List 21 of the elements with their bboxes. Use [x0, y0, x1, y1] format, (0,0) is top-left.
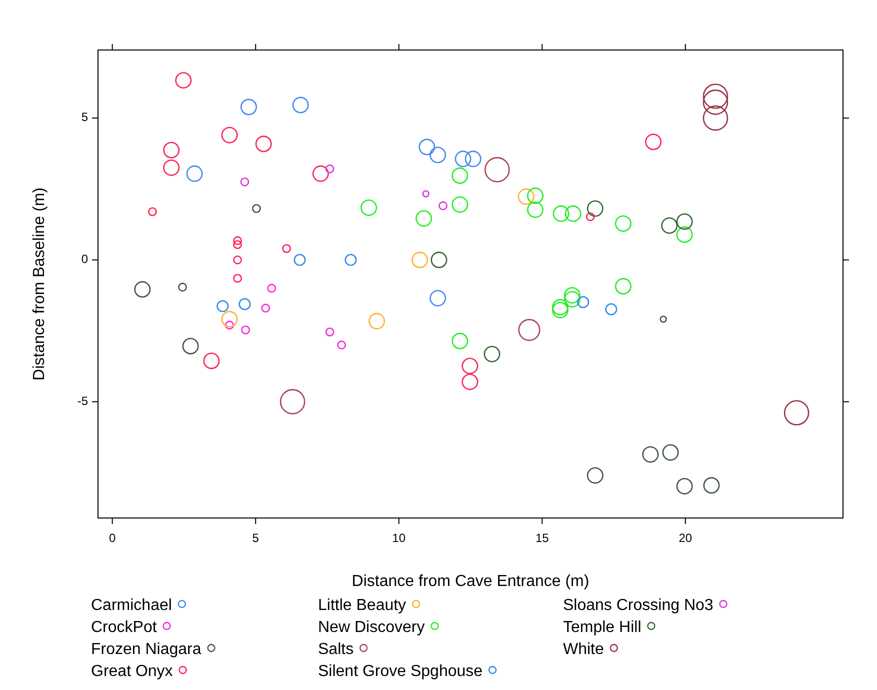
x-tick-label: 15 — [535, 531, 550, 545]
legend-label: Sloans Crossing No3 — [563, 597, 714, 614]
x-tick-label: 10 — [392, 531, 406, 545]
y-axis-title: Distance from Baseline (m) — [31, 188, 48, 380]
legend-label: Temple Hill — [563, 619, 642, 636]
y-tick-label: 0 — [81, 252, 88, 266]
x-axis-title: Distance from Cave Entrance (m) — [352, 573, 590, 590]
y-tick-label: 5 — [81, 110, 88, 124]
legend-label: Silent Grove Spghouse — [318, 663, 483, 680]
legend-label: Salts — [318, 641, 354, 658]
legend-label: Little Beauty — [318, 597, 406, 614]
x-tick-label: 5 — [252, 531, 260, 545]
legend-label: Frozen Niagara — [91, 641, 202, 658]
legend-label: Carmichael — [91, 597, 172, 614]
legend-label: New Discovery — [318, 619, 425, 636]
y-tick-label: -5 — [77, 394, 88, 408]
x-tick-label: 0 — [108, 531, 116, 545]
x-tick-label: 20 — [678, 531, 692, 545]
legend-label: White — [563, 641, 604, 658]
legend-label: Great Onyx — [91, 663, 173, 680]
legend-label: CrockPot — [91, 619, 158, 636]
